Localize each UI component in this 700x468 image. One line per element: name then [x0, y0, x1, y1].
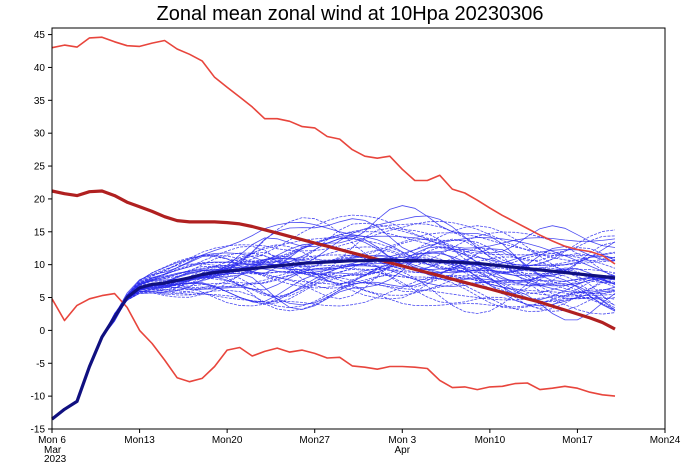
x-tick-sublabel: 2023: [44, 454, 67, 465]
x-tick-label: Mon27: [299, 435, 330, 446]
ensemble-member-line: [51, 237, 616, 420]
ensemble-member-line: [51, 246, 616, 421]
y-axis: -15 -10 -5 0 5 10 15 20 25 30 35 40 45: [31, 30, 52, 436]
ensemble-member-line: [51, 225, 616, 420]
y-tick-label: 20: [34, 194, 46, 205]
y-tick-label: 45: [34, 30, 46, 41]
ensemble-member-line: [51, 227, 616, 419]
ensemble-member-line: [51, 265, 616, 420]
y-tick-label: -5: [36, 359, 45, 370]
ensemble-member-line: [51, 238, 616, 419]
ensemble-member-line: [51, 215, 616, 421]
ensemble-member-line: [51, 272, 616, 420]
ensemble-member-line: [51, 246, 616, 420]
x-tick-label: Mon10: [475, 435, 506, 446]
ensemble-member-line: [51, 274, 616, 420]
y-tick-label: 35: [34, 96, 46, 107]
chart-title: Zonal mean zonal wind at 10Hpa 20230306: [157, 3, 544, 25]
y-tick-label: 15: [34, 227, 46, 238]
record-max-line: [51, 36, 616, 265]
x-tick-label: Mon20: [212, 435, 243, 446]
x-tick-sublabel: Mar: [44, 445, 62, 456]
ensemble-member-line: [51, 223, 616, 421]
ensemble-member-line: [51, 268, 616, 420]
ensemble-member-line: [51, 217, 616, 420]
ensemble-member-line: [51, 235, 616, 420]
y-tick-label: 5: [39, 293, 45, 304]
x-tick-label: Mon 3: [388, 435, 416, 446]
climatology-mean-line: [51, 189, 616, 331]
ensemble-member-line: [51, 231, 616, 420]
y-tick-label: 30: [34, 129, 46, 140]
plot-frame: [51, 27, 666, 430]
ensemble-member-line: [51, 256, 616, 419]
ensemble-member-line: [51, 221, 616, 420]
ensemble-mean-line: [51, 258, 616, 421]
x-tick-label: Mon24: [650, 435, 681, 446]
ensemble-member-line: [51, 237, 616, 420]
ensemble-member-line: [51, 246, 616, 420]
y-tick-label: 25: [34, 162, 46, 173]
ensemble-member-line: [51, 222, 616, 421]
record-min-line: [51, 292, 616, 397]
y-tick-label: 40: [34, 63, 46, 74]
ensemble-member-line: [51, 238, 616, 420]
x-tick-label: Mon13: [124, 435, 155, 446]
ensemble-member-line: [51, 271, 616, 420]
ensemble-members: [51, 205, 616, 421]
ensemble-member-line: [51, 244, 616, 421]
y-tick-label: 10: [34, 260, 46, 271]
y-tick-label: 0: [39, 326, 45, 337]
x-tick-label: Mon17: [562, 435, 593, 446]
ensemble-member-line: [51, 220, 616, 419]
y-tick-label: -10: [31, 392, 46, 403]
ensemble-member-line: [51, 214, 616, 420]
x-tick-label: Mon 6: [38, 435, 66, 446]
x-tick-sublabel: Apr: [395, 445, 411, 456]
y-tick-label: -15: [31, 425, 46, 436]
